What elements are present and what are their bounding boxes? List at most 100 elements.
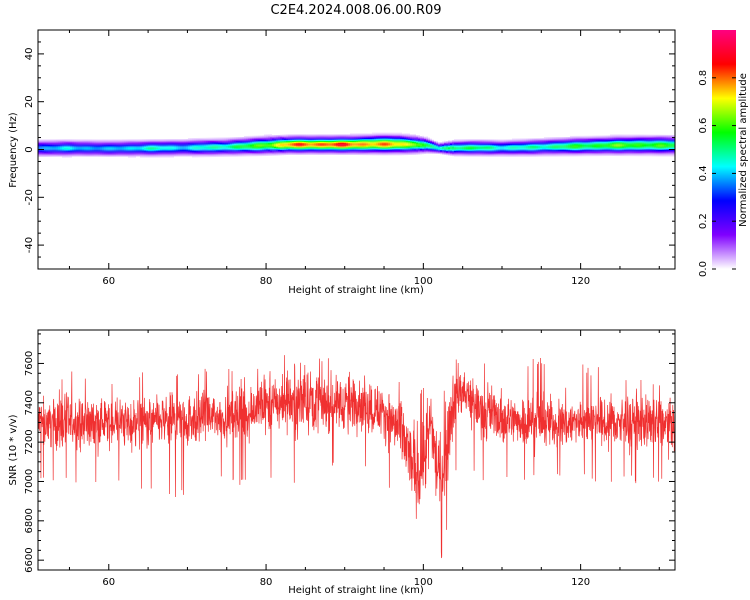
heatmap-cell: [338, 148, 340, 150]
heatmap-cell: [574, 152, 576, 154]
heatmap-cell: [156, 146, 158, 148]
heatmap-cell: [602, 153, 604, 156]
heatmap-cell: [414, 135, 416, 137]
heatmap-cell: [196, 154, 198, 156]
heatmap-cell: [560, 149, 562, 152]
heatmap-cell: [336, 152, 338, 154]
heatmap-cell: [352, 149, 354, 151]
heatmap-cell: [416, 135, 418, 137]
heatmap-cell: [214, 153, 216, 155]
heatmap-cell: [452, 150, 454, 152]
heatmap-cell: [478, 151, 480, 153]
heatmap-cell: [558, 148, 560, 151]
heatmap-cell: [82, 149, 84, 151]
heatmap-cell: [362, 145, 364, 147]
heatmap-cell: [470, 147, 472, 150]
heatmap-cell: [338, 146, 340, 148]
heatmap-cell: [264, 154, 266, 157]
heatmap-cell: [132, 149, 134, 151]
heatmap-cell: [400, 144, 402, 146]
heatmap-cell: [484, 143, 486, 145]
heatmap-cell: [596, 138, 598, 141]
heatmap-cell: [604, 136, 606, 138]
heatmap-cell: [392, 153, 394, 155]
heatmap-cell: [588, 149, 590, 151]
heatmap-cell: [290, 139, 292, 141]
heatmap-cell: [372, 154, 374, 156]
heatmap-cell: [226, 142, 228, 144]
heatmap-cell: [400, 152, 402, 154]
heatmap-cell: [86, 150, 88, 152]
heatmap-cell: [582, 148, 584, 150]
heatmap-cell: [292, 153, 294, 155]
heatmap-cell: [498, 153, 500, 155]
heatmap-cell: [438, 149, 440, 151]
heatmap-cell: [448, 146, 450, 148]
heatmap-cell: [148, 140, 150, 142]
heatmap-cell: [120, 149, 122, 151]
heatmap-cell: [122, 140, 124, 142]
heatmap-cell: [492, 144, 494, 146]
heatmap-cell: [56, 149, 58, 151]
heatmap-cell: [434, 147, 436, 149]
heatmap-cell: [430, 144, 432, 146]
heatmap-cell: [200, 145, 202, 147]
heatmap-cell: [422, 140, 424, 142]
heatmap-cell: [158, 142, 160, 144]
heatmap-cell: [596, 149, 598, 151]
heatmap-cell: [550, 150, 552, 152]
heatmap-cell: [202, 148, 204, 150]
heatmap-cell: [554, 155, 556, 157]
heatmap-cell: [176, 142, 178, 144]
heatmap-cell: [384, 153, 386, 155]
heatmap-cell: [332, 147, 334, 149]
heatmap-cell: [230, 147, 232, 149]
heatmap-cell: [418, 151, 420, 153]
heatmap-cell: [262, 143, 264, 145]
heatmap-cell: [592, 154, 594, 156]
heatmap-cell: [324, 149, 326, 151]
heatmap-cell: [294, 138, 296, 140]
heatmap-cell: [370, 142, 372, 144]
heatmap-cell: [392, 144, 394, 146]
heatmap-cell: [544, 137, 546, 139]
heatmap-cell: [402, 135, 404, 137]
heatmap-cell: [66, 147, 68, 149]
heatmap-cell: [178, 146, 180, 148]
heatmap-cell: [504, 148, 506, 150]
heatmap-cell: [342, 150, 344, 152]
heatmap-cell: [420, 139, 422, 141]
heatmap-cell: [194, 156, 196, 158]
heatmap-cell: [362, 138, 364, 141]
heatmap-cell: [432, 140, 434, 142]
heatmap-cell: [172, 156, 174, 158]
heatmap-cell: [566, 143, 568, 145]
heatmap-cell: [454, 145, 456, 147]
heatmap-cell: [414, 141, 416, 144]
heatmap-cell: [392, 154, 394, 156]
heatmap-cell: [194, 139, 196, 141]
heatmap-cell: [236, 150, 238, 152]
heatmap-cell: [564, 143, 566, 145]
heatmap-cell: [402, 137, 404, 140]
heatmap-cell: [492, 143, 494, 145]
heatmap-cell: [466, 151, 468, 153]
heatmap-cell: [504, 142, 506, 144]
heatmap-cell: [100, 151, 102, 153]
heatmap-cell: [208, 151, 210, 153]
heatmap-cell: [88, 143, 90, 145]
heatmap-cell: [538, 144, 540, 146]
heatmap-cell: [170, 143, 172, 145]
heatmap-cell: [518, 139, 520, 141]
heatmap-cell: [508, 147, 510, 149]
heatmap-cell: [88, 150, 90, 152]
heatmap-cell: [208, 145, 210, 147]
heatmap-cell: [404, 145, 406, 147]
heatmap-cell: [282, 153, 284, 155]
heatmap-cell: [598, 143, 600, 145]
heatmap-cell: [208, 144, 210, 146]
heatmap-cell: [96, 146, 98, 149]
heatmap-cell: [482, 151, 484, 153]
heatmap-cell: [136, 145, 138, 147]
heatmap-cell: [372, 147, 374, 149]
